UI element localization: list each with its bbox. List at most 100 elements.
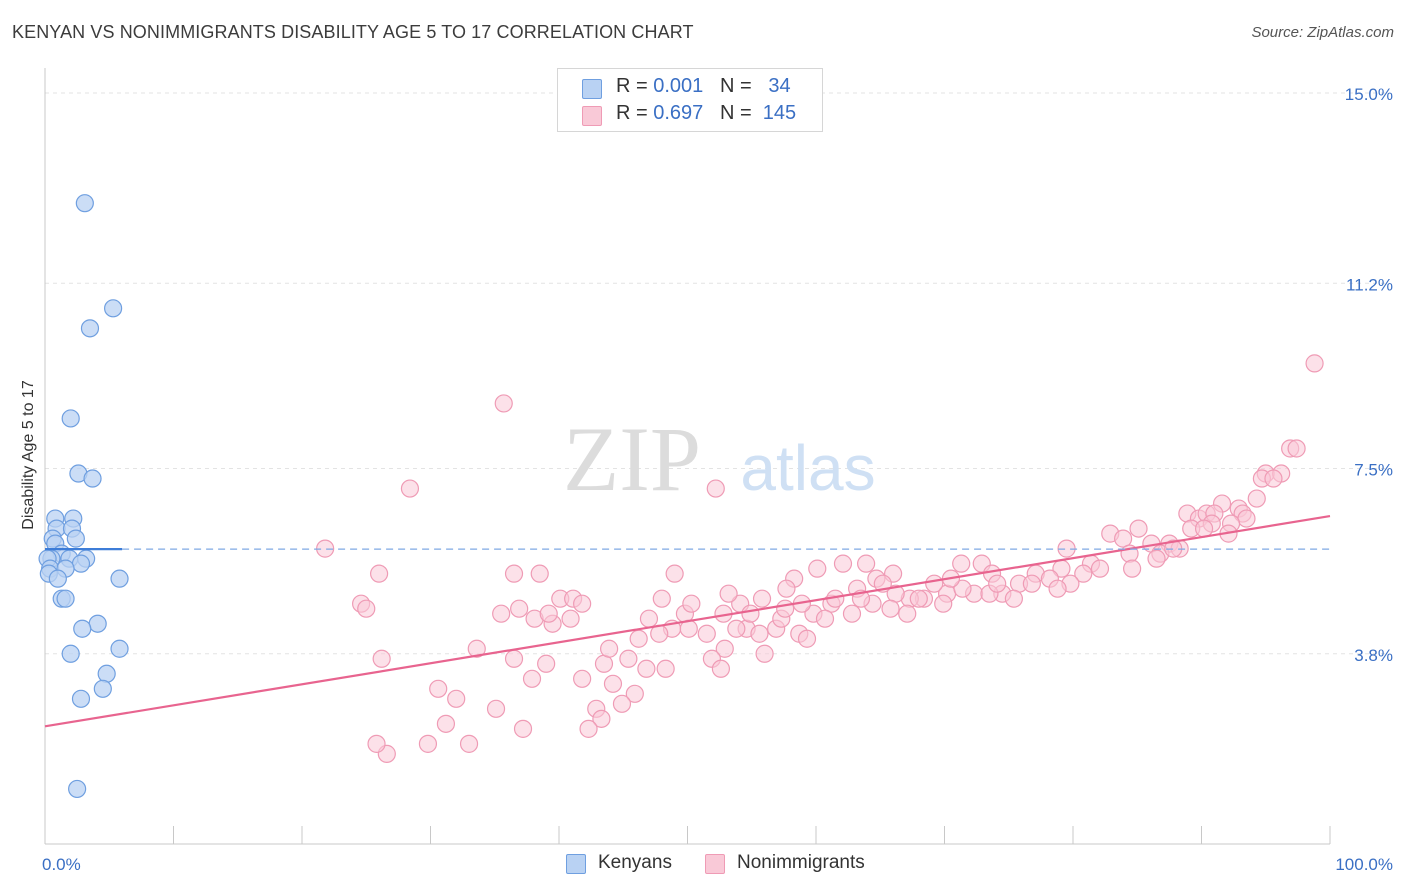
nonimmigrants-point xyxy=(857,554,876,573)
y-tick-label: 11.2% xyxy=(1346,275,1393,294)
nonimmigrants-legend-swatch xyxy=(705,854,725,874)
nonimmigrants-point xyxy=(603,674,623,693)
kenyans-swatch xyxy=(582,79,602,99)
kenyans-point xyxy=(73,619,92,638)
nonimmigrants-point xyxy=(625,684,644,703)
nonimmigrants-point xyxy=(797,629,817,648)
nonimmigrants-point xyxy=(988,574,1007,593)
nonimmigrants-point xyxy=(370,564,389,583)
chart-source: Source: ZipAtlas.com xyxy=(1251,24,1394,41)
kenyans-point xyxy=(110,569,129,588)
nonimmigrants-point xyxy=(682,594,701,613)
kenyans-point xyxy=(61,644,80,663)
nonimmigrants-point xyxy=(492,604,511,623)
kenyans-point xyxy=(71,554,91,573)
y-tick-label: 15.0% xyxy=(1345,85,1393,104)
nonimmigrants-point xyxy=(447,689,466,708)
nonimmigrants-point xyxy=(436,714,456,733)
r-value-nonimmigrants: 0.697 xyxy=(653,102,704,124)
nonimmigrants-point xyxy=(467,639,486,658)
nonimmigrants-point xyxy=(592,709,611,728)
nonimmigrants-point xyxy=(952,554,971,573)
nonimmigrants-point xyxy=(494,394,513,413)
nonimmigrants-point xyxy=(486,699,506,718)
nonimmigrants-point xyxy=(1090,559,1110,578)
kenyans-point xyxy=(110,639,129,658)
nonimmigrants-point xyxy=(372,649,391,668)
nonimmigrants-point xyxy=(612,694,632,713)
nonimmigrants-point xyxy=(881,599,900,618)
nonimmigrants-point xyxy=(833,554,853,573)
nonimmigrants-point xyxy=(594,654,614,673)
nonimmigrants-point xyxy=(1194,519,1214,538)
kenyans-legend-swatch xyxy=(566,854,586,874)
y-tick-label: 3.8% xyxy=(1354,646,1393,665)
nonimmigrants-point xyxy=(842,604,862,623)
kenyans-point xyxy=(93,679,112,698)
nonimmigrants-point xyxy=(522,669,542,688)
n-label-kenyans: N = xyxy=(719,75,752,97)
nonimmigrants-point xyxy=(561,609,580,628)
nonimmigrants-point xyxy=(579,719,598,738)
nonimmigrants-point xyxy=(715,639,734,658)
kenyans-point xyxy=(75,194,94,213)
nonimmigrants-point xyxy=(1114,529,1133,548)
nonimmigrants-point xyxy=(367,734,386,753)
nonimmigrants-point xyxy=(727,619,746,638)
r-label-kenyans: R = xyxy=(616,75,648,97)
nonimmigrants-point xyxy=(504,564,524,583)
n-value-nonimmigrants: 145 xyxy=(762,102,797,124)
x-tick-label-min: 0.0% xyxy=(42,855,81,874)
nonimmigrants-point xyxy=(1247,489,1266,508)
nonimmigrants-point xyxy=(719,584,738,603)
nonimmigrants-point xyxy=(1004,589,1023,608)
kenyans-point xyxy=(97,664,116,683)
kenyans-point xyxy=(71,689,91,708)
nonimmigrants-point xyxy=(619,649,638,668)
nonimmigrants-legend-label: Nonimmigrants xyxy=(737,852,865,873)
kenyans-legend-label: Kenyans xyxy=(598,852,672,873)
nonimmigrants-point xyxy=(953,579,972,598)
nonimmigrants-point xyxy=(1305,354,1324,373)
nonimmigrants-point xyxy=(711,659,731,678)
nonimmigrants-point xyxy=(1147,549,1166,568)
nonimmigrants-point xyxy=(573,669,592,688)
nonimmigrants-point xyxy=(1264,469,1283,488)
nonimmigrants-point xyxy=(513,719,533,738)
nonimmigrants-point xyxy=(459,734,479,753)
nonimmigrants-point xyxy=(925,574,944,593)
kenyans-point xyxy=(56,589,75,608)
nonimmigrants-point xyxy=(539,604,558,623)
nonimmigrants-point xyxy=(815,609,835,628)
kenyans-point xyxy=(66,529,85,548)
watermark: ZIP atlas xyxy=(563,408,876,510)
watermark-zip: ZIP xyxy=(563,408,701,510)
nonimmigrants-point xyxy=(1048,579,1067,598)
nonimmigrants-point xyxy=(1123,559,1142,578)
watermark-atlas: atlas xyxy=(740,432,875,504)
nonimmigrants-point xyxy=(639,609,659,628)
nonimmigrants-point xyxy=(776,599,795,618)
correlation-legend: R = 0.001 N = 34 R = 0.697 N = 145 xyxy=(557,68,823,132)
axes xyxy=(44,68,1331,845)
nonimmigrants-swatch xyxy=(582,106,602,126)
nonimmigrants-point xyxy=(600,639,619,658)
n-value-kenyans: 34 xyxy=(768,75,791,97)
nonimmigrants-point xyxy=(1287,439,1306,458)
nonimmigrants-point xyxy=(1022,574,1041,593)
nonimmigrants-point xyxy=(429,679,448,698)
nonimmigrants-point xyxy=(697,624,716,643)
nonimmigrants-point xyxy=(652,589,671,608)
nonimmigrants-trend-line xyxy=(44,514,1331,728)
nonimmigrants-point xyxy=(637,659,656,678)
nonimmigrants-point xyxy=(510,599,529,618)
nonimmigrants-point xyxy=(1129,519,1148,538)
y-tick-label: 7.5% xyxy=(1354,461,1393,480)
kenyans-point xyxy=(61,409,80,428)
nonimmigrants-point xyxy=(537,654,556,673)
nonimmigrants-point xyxy=(741,604,760,623)
kenyans-point xyxy=(68,779,87,799)
nonimmigrants-point xyxy=(706,479,725,498)
nonimmigrants-point xyxy=(400,479,420,498)
legend-text-nonimmigrants: R = 0.697 N = 145 xyxy=(616,102,796,125)
